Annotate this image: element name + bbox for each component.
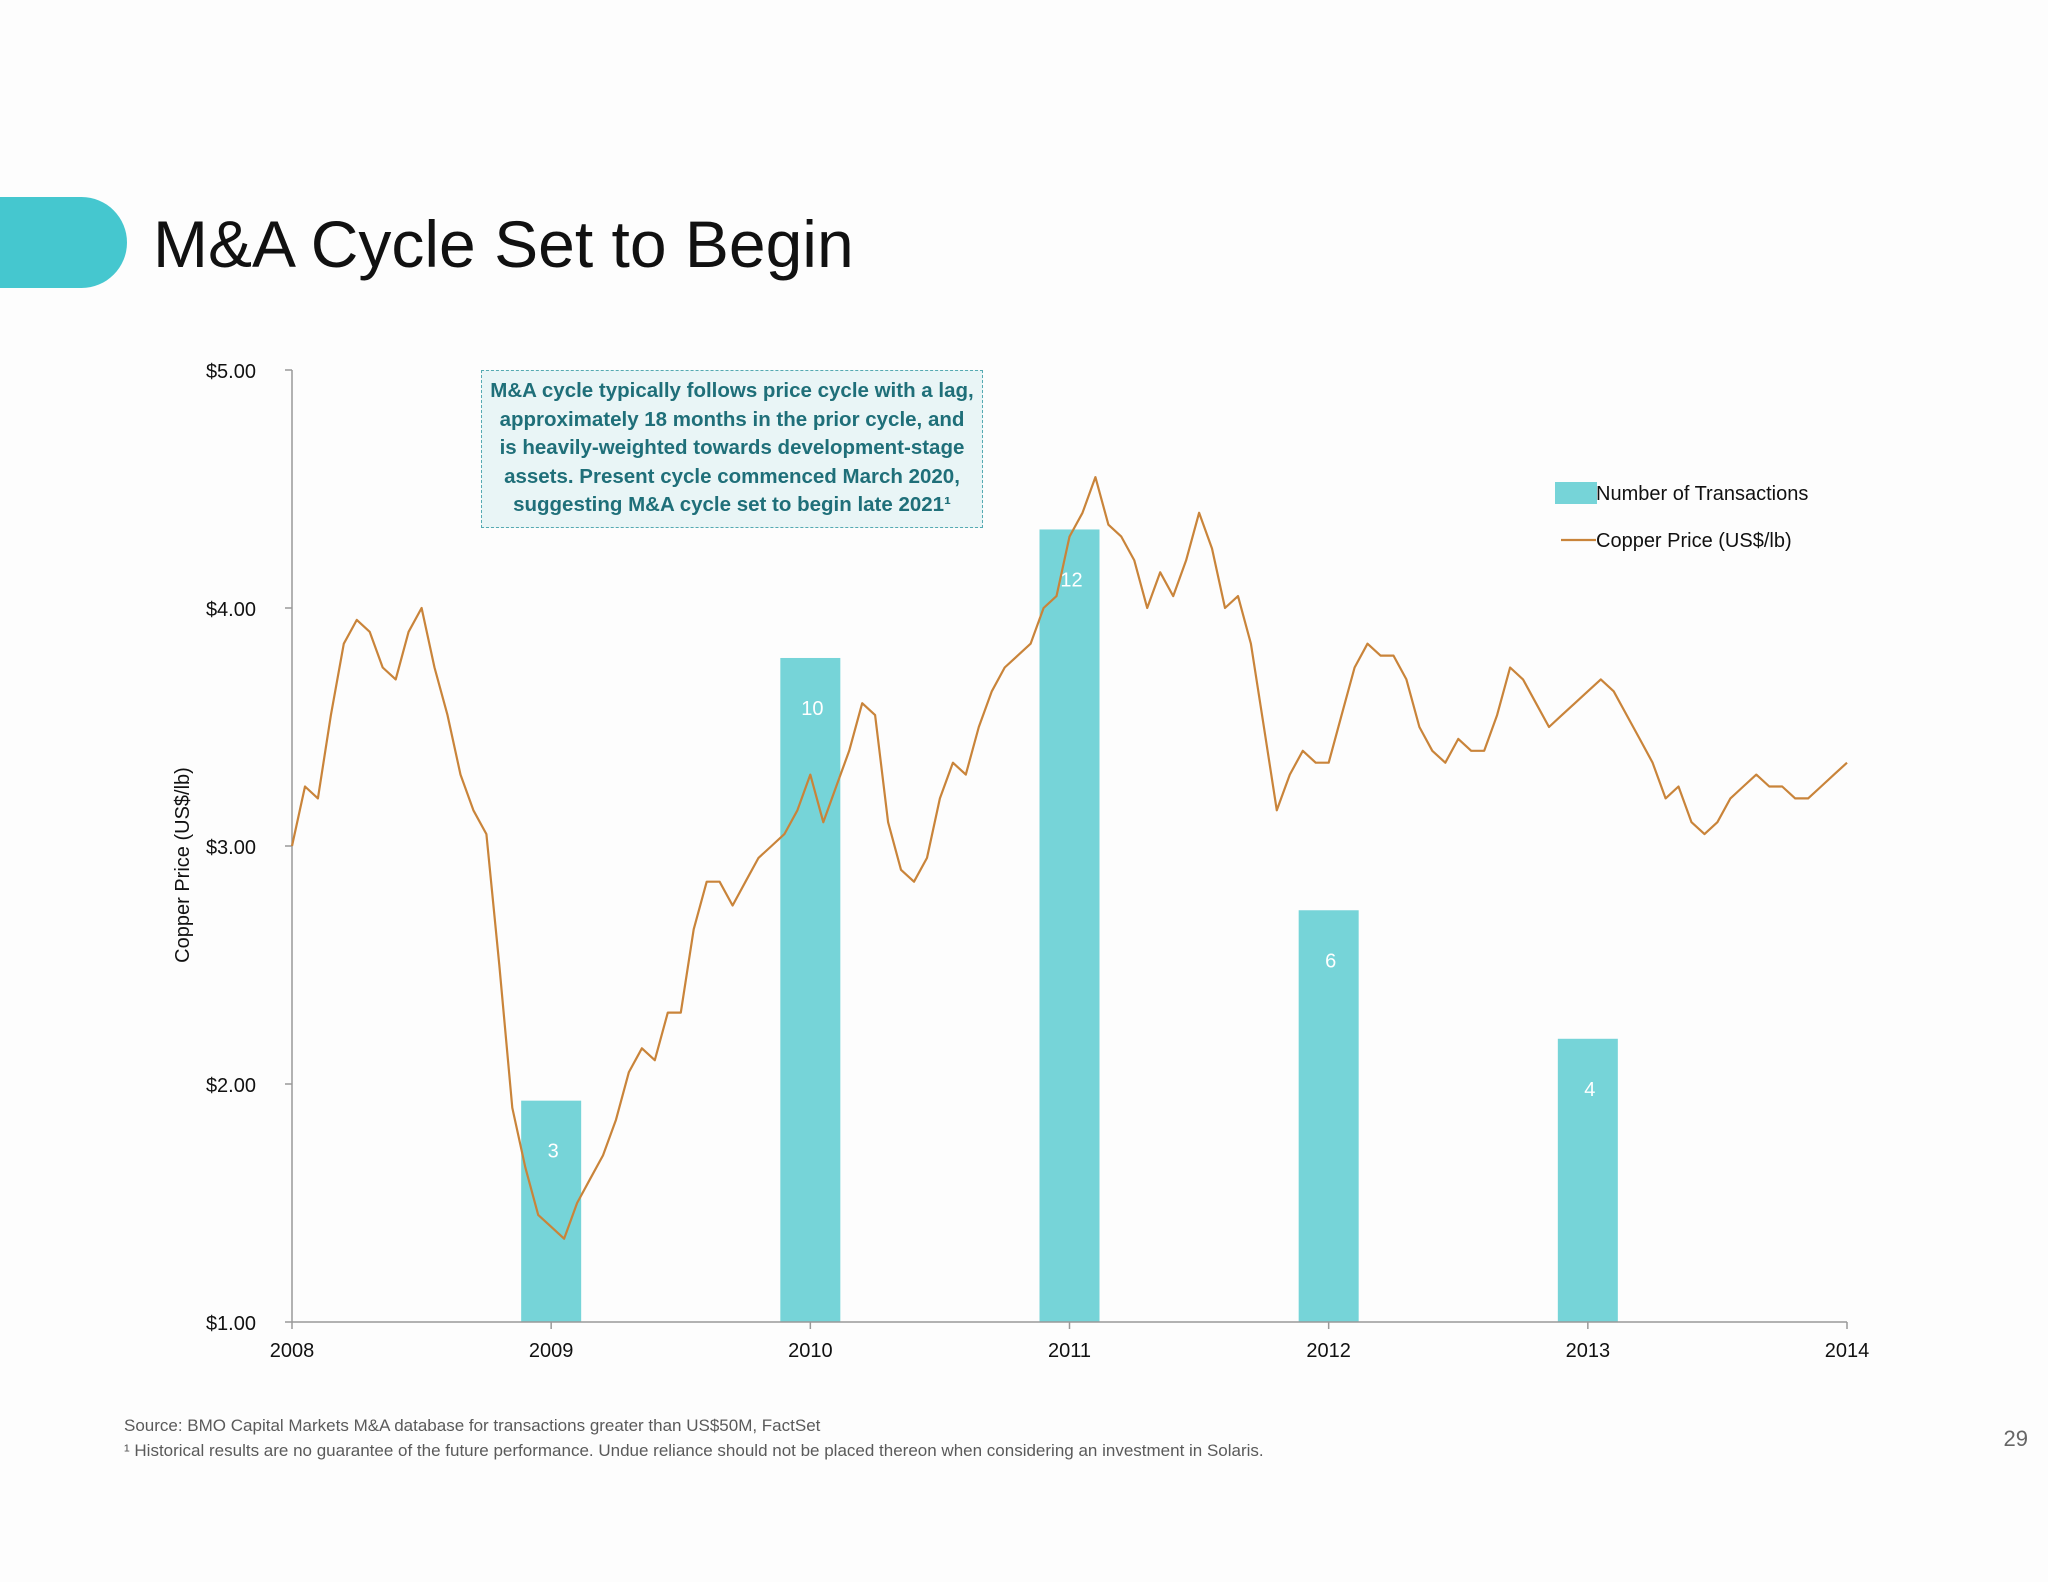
line-layer: 3 10 12 6 4: [290, 476, 1848, 1240]
title-accent-tab: [0, 197, 127, 288]
y-tick-label: $3.00: [206, 837, 256, 859]
bar-value-label: 6: [1325, 950, 1336, 972]
disclaimer-note: ¹ Historical results are no guarantee of…: [124, 1441, 1264, 1460]
page-number: 29: [2003, 1426, 2028, 1451]
bar: [1298, 910, 1359, 1322]
bar-value-label: 10: [801, 698, 823, 720]
x-tick-label: 2009: [529, 1340, 574, 1362]
callout-line: is heavily-weighted towards development-…: [499, 436, 965, 460]
y-axis-label: Copper Price (US$/lb): [172, 767, 194, 963]
callout-line: approximately 18 months in the prior cyc…: [499, 407, 965, 431]
x-tick-label: 2012: [1306, 1340, 1351, 1362]
callout-line: assets. Present cycle commenced March 20…: [504, 464, 960, 488]
legend-label-transactions: Number of Transactions: [1596, 483, 1808, 505]
slide-title: M&A Cycle Set to Begin: [153, 207, 854, 281]
source-note: Source: BMO Capital Markets M&A database…: [124, 1416, 821, 1435]
x-tick-label: 2011: [1048, 1340, 1091, 1362]
callout-line: suggesting M&A cycle set to begin late 2…: [513, 493, 951, 517]
bars-layer: [521, 529, 1618, 1322]
x-tick-label: 2014: [1825, 1340, 1870, 1362]
x-tick-label: 2010: [788, 1340, 833, 1362]
callout-box: M&A cycle typically follows price cycle …: [481, 370, 983, 528]
bar-value-label: 3: [548, 1141, 559, 1163]
legend-layer: Number of Transactions Copper Price (US$/…: [1555, 482, 1808, 552]
bar: [1039, 529, 1100, 1322]
copper-price-line: [290, 476, 1848, 1240]
bar: [780, 657, 841, 1322]
bar-value-label: 12: [1060, 569, 1082, 591]
y-tick-label: $1.00: [206, 1313, 256, 1335]
x-tick-label: 2013: [1566, 1340, 1611, 1362]
callout-line: M&A cycle typically follows price cycle …: [490, 379, 974, 402]
x-tick-label: 2008: [270, 1340, 315, 1362]
y-tick-label: $5.00: [206, 361, 256, 383]
y-tick-label: $4.00: [206, 599, 256, 621]
legend-swatch-transactions: [1555, 482, 1597, 504]
legend-label-copper: Copper Price (US$/lb): [1596, 530, 1792, 552]
footer: Source: BMO Capital Markets M&A database…: [124, 1413, 1264, 1463]
bar: [1557, 1038, 1618, 1322]
y-tick-label: $2.00: [206, 1075, 256, 1097]
bar-value-label: 4: [1584, 1079, 1595, 1101]
bar: [521, 1100, 582, 1322]
